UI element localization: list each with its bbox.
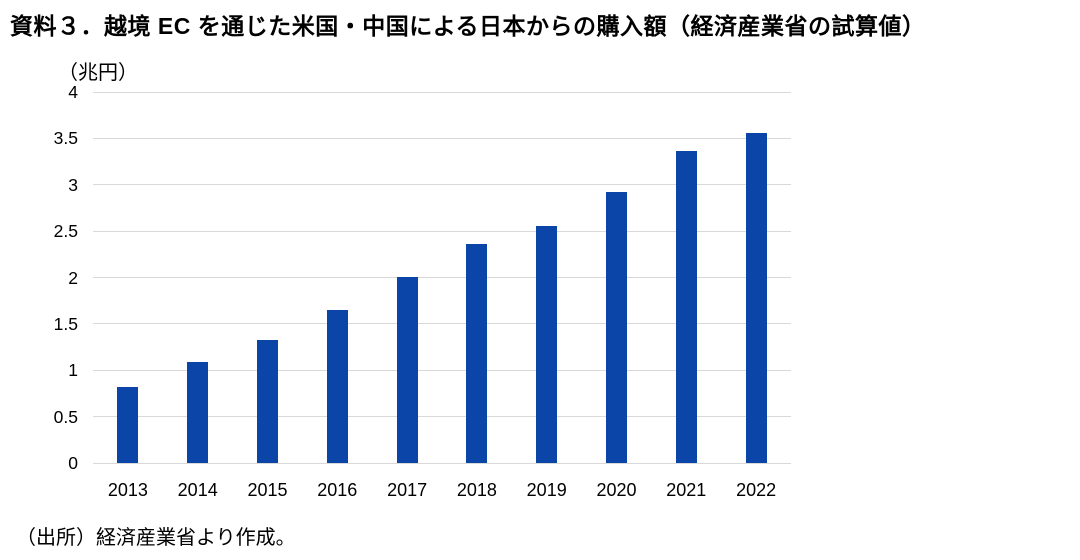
y-tick-label: 2.5 bbox=[53, 221, 78, 242]
source-note: （出所）経済産業省より作成。 bbox=[16, 525, 296, 549]
gridline bbox=[93, 137, 791, 139]
y-axis-unit-label: （兆円） bbox=[58, 62, 138, 84]
y-tick-label: 1 bbox=[68, 360, 78, 381]
bar-2019 bbox=[536, 225, 558, 463]
x-tick-label: 2018 bbox=[456, 480, 497, 500]
y-tick-label: 3.5 bbox=[53, 128, 78, 149]
y-tick-label: 0 bbox=[68, 453, 78, 473]
x-tick-label: 2020 bbox=[596, 480, 637, 500]
bar-2013 bbox=[117, 386, 139, 463]
bar-2016 bbox=[326, 309, 348, 463]
page-title: 資料３．越境 EC を通じた米国・中国による日本からの購入額（経済産業省の試算値… bbox=[10, 13, 926, 39]
x-tick-label: 2016 bbox=[317, 480, 358, 500]
y-tick-label: 1.5 bbox=[53, 313, 78, 334]
bar-2017 bbox=[396, 276, 418, 463]
bar-2020 bbox=[606, 192, 627, 463]
gridline bbox=[93, 91, 791, 93]
x-tick-label: 2014 bbox=[177, 480, 218, 500]
bar-2015 bbox=[257, 339, 278, 463]
y-tick-label: 4 bbox=[68, 82, 78, 102]
y-tick-label: 0.5 bbox=[53, 406, 78, 427]
bar-2022 bbox=[745, 132, 767, 463]
bar-2021 bbox=[675, 151, 697, 463]
y-tick-label: 2 bbox=[68, 267, 78, 288]
plot-area bbox=[93, 91, 791, 464]
x-tick-label: 2021 bbox=[666, 480, 707, 500]
x-tick-label: 2019 bbox=[526, 480, 567, 500]
bar-2018 bbox=[466, 244, 488, 463]
bar-2014 bbox=[187, 361, 209, 463]
x-tick-label: 2013 bbox=[107, 480, 148, 500]
x-tick-label: 2015 bbox=[247, 480, 288, 500]
x-tick-label: 2022 bbox=[736, 480, 777, 500]
x-tick-label: 2017 bbox=[387, 480, 428, 500]
y-tick-label: 3 bbox=[68, 174, 78, 195]
